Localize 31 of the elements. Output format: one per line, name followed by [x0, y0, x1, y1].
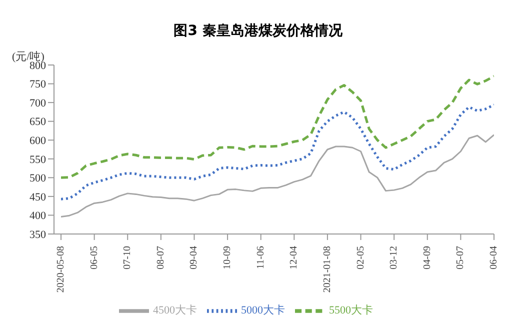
legend-label: 5500大卡 [329, 304, 373, 317]
y-tick-label: 750 [30, 78, 46, 91]
y-tick-label: 450 [30, 191, 46, 204]
y-tick-label: 400 [30, 210, 46, 222]
x-tick-label: 2021-01-08 [322, 246, 333, 293]
y-tick-label: 600 [30, 135, 46, 148]
x-tick-label: 07-10 [122, 246, 134, 270]
x-tick-label: 10-09 [222, 246, 234, 270]
y-tick-label: 500 [30, 172, 46, 185]
line-series [61, 104, 494, 200]
x-tick-label: 06-05 [88, 246, 100, 270]
chart-title: 图3 秦皇岛港煤炭价格情况 [172, 22, 344, 41]
line-series [61, 134, 494, 218]
x-tick-label: 11-06 [255, 246, 266, 269]
x-tick-label: 06-04 [488, 246, 500, 270]
legend-label: 5000大卡 [241, 304, 285, 317]
x-tick-label: 05-07 [455, 246, 466, 270]
x-tick-label: 03-12 [388, 246, 400, 270]
y-tick-label: 700 [30, 97, 46, 110]
x-tick-label: 12-04 [288, 246, 300, 270]
y-tick-label: 350 [30, 228, 46, 241]
x-tick-label: 04-09 [422, 246, 433, 270]
y-axis-title: (元/吨) [12, 50, 44, 63]
y-tick-label: 550 [30, 154, 46, 166]
line-series [61, 75, 494, 179]
y-tick-label: 650 [30, 116, 46, 128]
x-tick-label: 2020-05-08 [56, 246, 66, 293]
legend-label: 4500大卡 [153, 304, 197, 317]
x-tick-label: 08-07 [155, 246, 166, 270]
x-tick-label: 09-04 [188, 246, 200, 270]
x-tick-label: 02-05 [355, 246, 366, 270]
